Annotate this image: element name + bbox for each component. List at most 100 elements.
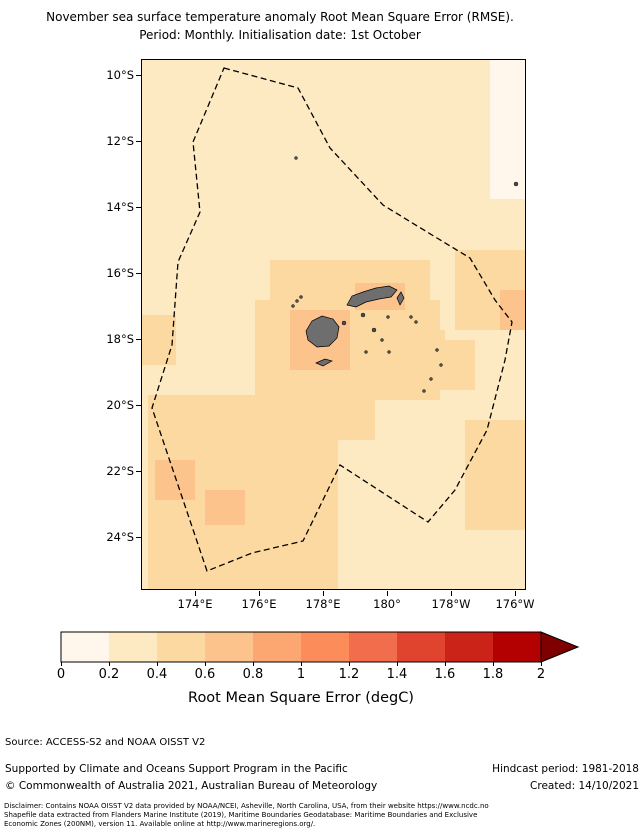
islet-dot [386,315,390,319]
islet-dot [364,350,368,354]
island-shape [315,358,333,367]
colorbar-tick-mark [253,662,254,666]
colorbar-segment [157,632,205,662]
lat-tick-label: 20°S [106,398,134,412]
island-shape [305,315,340,348]
lat-tick-label: 10°S [106,68,134,82]
rmse-patch [155,460,195,500]
rmse-patch [490,59,526,199]
colorbar-tick-mark [61,662,62,666]
islet-dot [291,304,295,308]
figure-title-line2: Period: Monthly. Initialisation date: 1s… [139,28,421,42]
colorbar-tick-label: 0.4 [146,667,168,682]
colorbar-tick-label: 0.8 [242,667,264,682]
lat-tick-mark [136,405,141,406]
colorbar-tick-label: 0.6 [194,667,216,682]
colorbar-tick-label: 1.6 [434,667,456,682]
copyright-text: © Commonwealth of Australia 2021, Austra… [5,780,378,792]
colorbar-segment [205,632,253,662]
lat-tick-mark [136,141,141,142]
disclaimer-block: Disclaimer: Contains NOAA OISST V2 data … [4,802,644,829]
lat-tick-label: 12°S [106,134,134,148]
colorbar-tick-mark [445,662,446,666]
islet-dot [422,389,426,393]
lat-tick-label: 18°S [106,332,134,346]
lon-tick-mark [195,591,196,596]
supported-by-text: Supported by Climate and Oceans Support … [5,763,348,775]
disclaimer-line: Economic Zones (200NM), version 11. Avai… [4,820,316,828]
islet-dot [414,320,418,324]
colorbar-label: Root Mean Square Error (degC) [188,690,414,706]
lon-tick-mark [387,591,388,596]
colorbar-segment [301,632,349,662]
islet-dot [360,312,366,318]
rmse-patch [500,290,526,330]
islet-dot [341,320,347,326]
colorbar-tick-label: 1 [296,667,306,682]
islet-dot [387,350,391,354]
lon-tick-label: 178°W [431,597,471,611]
colorbar-segment [397,632,445,662]
islet-dot [409,315,413,319]
colorbar-tick-mark [109,662,110,666]
disclaimer-line: Disclaimer: Contains NOAA OISST V2 data … [4,802,489,810]
islet-dot [429,377,433,381]
colorbar-tick-label: 1.2 [338,667,360,682]
colorbar-segment [61,632,109,662]
islet-dot [294,156,298,160]
lon-tick-label: 176°W [495,597,535,611]
colorbar-segment [349,632,397,662]
rmse-patch [430,340,475,390]
lat-tick-label: 16°S [106,266,134,280]
figure-title: November sea surface temperature anomaly… [10,8,550,44]
lat-tick-label: 24°S [106,530,134,544]
lat-tick-label: 14°S [106,200,134,214]
colorbar-tick-mark [541,662,542,666]
islet-dot [380,338,384,342]
lon-tick-mark [323,591,324,596]
island-shape [346,285,398,308]
hindcast-period-text: Hindcast period: 1981-2018 [492,763,639,775]
lat-tick-mark [136,471,141,472]
colorbar-tick-label: 0.2 [98,667,120,682]
map-canvas [141,59,526,590]
colorbar [60,631,580,663]
colorbar-segment [445,632,493,662]
lon-tick-label: 174°E [177,597,213,611]
disclaimer-line: Shapefile data extracted from Flanders M… [4,811,478,819]
islet-dot [439,363,443,367]
rmse-patch [205,490,245,525]
lat-tick-mark [136,75,141,76]
map-frame [141,59,526,590]
colorbar-segment [253,632,301,662]
lat-tick-mark [136,273,141,274]
lat-tick-mark [136,537,141,538]
colorbar-tick-mark [397,662,398,666]
colorbar-tick-mark [301,662,302,666]
colorbar-segment [109,632,157,662]
colorbar-tick-mark [349,662,350,666]
colorbar-segment [493,632,541,662]
colorbar-tick-label: 0 [56,667,66,682]
colorbar-tick-mark [493,662,494,666]
rmse-patch [330,400,375,440]
lon-tick-mark [515,591,516,596]
colorbar-tick-mark [157,662,158,666]
colorbar-tick-mark [205,662,206,666]
lat-tick-mark [136,207,141,208]
islet-dot [371,327,377,333]
lon-tick-mark [259,591,260,596]
eez-boundary-dashed [151,67,513,572]
created-date-text: Created: 14/10/2021 [530,780,639,792]
islet-dot [299,295,303,299]
lat-tick-mark [136,339,141,340]
source-text: Source: ACCESS-S2 and NOAA OISST V2 [5,737,206,748]
islet-dot [513,181,519,187]
colorbar-tick-label: 1.8 [482,667,504,682]
lon-tick-label: 178°E [305,597,341,611]
rmse-patch [465,420,526,530]
colorbar-tick-label: 2 [536,667,546,682]
islet-dot [295,299,299,303]
figure-title-line1: November sea surface temperature anomaly… [46,10,514,24]
